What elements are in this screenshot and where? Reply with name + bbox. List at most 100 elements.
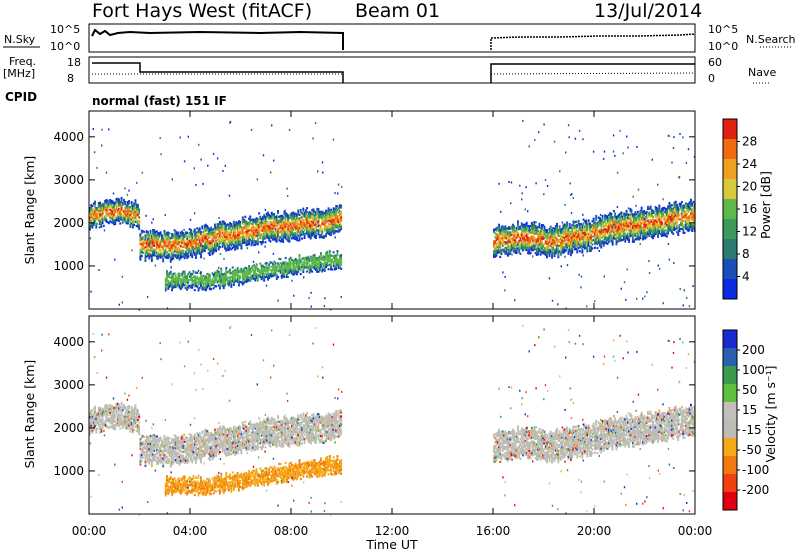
power-cell <box>303 276 304 278</box>
power-cell <box>241 268 243 270</box>
power-cell <box>158 236 160 238</box>
power-cell <box>304 235 306 237</box>
power-cell <box>256 263 258 265</box>
power-cell <box>124 188 125 190</box>
power-cell <box>199 237 201 239</box>
power-cell <box>228 284 230 286</box>
power-cell <box>304 229 306 231</box>
nave-bottom-tick: 0 <box>708 72 715 85</box>
power-cell <box>285 227 287 229</box>
power-cell <box>258 212 260 214</box>
power-cell <box>546 229 548 231</box>
power-cell <box>273 253 274 255</box>
power-cell <box>657 234 659 236</box>
power-cell <box>537 230 539 232</box>
power-cell <box>160 153 161 155</box>
nsearch-label: N.Search <box>746 33 796 46</box>
power-cell <box>179 275 181 277</box>
power-cell <box>326 251 328 253</box>
power-cell <box>520 253 522 255</box>
power-cell <box>206 239 208 241</box>
power-cell <box>292 272 293 274</box>
power-cell <box>299 239 301 241</box>
power-cell <box>225 275 227 277</box>
power-cell <box>312 138 313 140</box>
power-cell <box>566 223 568 225</box>
power-cell <box>299 256 301 258</box>
power-cell <box>194 275 196 277</box>
power-cell <box>165 287 167 289</box>
power-cell <box>657 236 659 238</box>
power-cell <box>286 276 288 278</box>
power-cell <box>148 257 150 259</box>
power-cell <box>324 268 326 270</box>
power-cell <box>256 265 258 267</box>
power-cell <box>671 204 673 206</box>
power-cell <box>330 234 332 236</box>
power-cell <box>286 188 287 190</box>
power-cell <box>101 129 102 131</box>
power-cell <box>267 271 269 273</box>
power-cell <box>581 250 583 252</box>
power-cell <box>184 271 186 273</box>
power-cell <box>295 268 297 270</box>
power-cell <box>248 265 250 267</box>
power-cell <box>332 224 333 226</box>
power-cell <box>232 266 234 268</box>
power-cell <box>195 257 197 259</box>
power-cell <box>201 225 203 227</box>
power-cell <box>177 231 179 233</box>
power-cell <box>289 240 291 242</box>
power-cell <box>241 247 243 249</box>
power-cell <box>568 253 570 255</box>
power-cell <box>119 222 121 224</box>
power-cell <box>331 268 333 270</box>
power-cell <box>641 207 643 209</box>
nsky-top-tick: 10^5 <box>50 23 80 36</box>
power-cell <box>209 275 210 277</box>
power-cell <box>169 254 171 256</box>
power-cell <box>113 206 115 208</box>
power-cell <box>151 260 153 262</box>
power-cell <box>166 278 168 280</box>
power-cell <box>666 235 668 237</box>
power-cell <box>661 217 663 219</box>
power-cell <box>251 129 252 131</box>
power-cell <box>569 225 571 227</box>
power-cell <box>555 252 557 254</box>
power-cell <box>171 266 172 268</box>
power-cell <box>124 201 126 203</box>
power-cell <box>121 197 123 199</box>
power-cell <box>145 260 147 262</box>
freq-panel: Freq. [MHz] 18 8 60 0 Nave <box>3 55 776 85</box>
power-cell <box>151 222 152 224</box>
power-cell <box>121 212 123 214</box>
power-cell <box>276 268 278 270</box>
power-cell <box>193 250 195 252</box>
power-cell <box>186 275 188 277</box>
nsky-trace <box>92 30 343 50</box>
power-cell <box>335 268 337 270</box>
power-cell <box>283 276 285 278</box>
power-cell <box>98 269 99 271</box>
power-cell <box>633 241 635 243</box>
power-cell <box>551 256 553 258</box>
power-cell <box>259 263 261 265</box>
power-cell <box>184 257 186 259</box>
nsky-label: N.Sky <box>4 33 36 46</box>
power-cell <box>643 210 645 212</box>
power-cell <box>193 272 195 274</box>
power-cell <box>138 211 140 213</box>
power-cell <box>92 226 94 228</box>
power-cell <box>252 267 254 269</box>
power-cell <box>329 252 331 254</box>
power-cell <box>661 223 663 225</box>
power-cell <box>209 254 211 256</box>
power-cell <box>640 237 642 239</box>
power-cell <box>230 121 231 123</box>
power-cell <box>262 241 264 243</box>
power-cell <box>691 205 693 207</box>
power-cell <box>690 201 692 203</box>
power-cell <box>287 215 289 217</box>
power-cell <box>297 271 299 273</box>
